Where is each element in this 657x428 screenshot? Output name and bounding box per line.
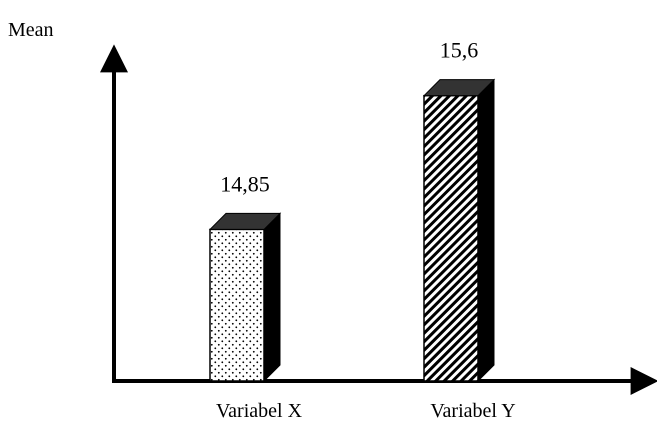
category-labels: Variabel X Variabel Y (216, 400, 516, 422)
value-label: 15,6 (440, 38, 479, 63)
bar-side (477, 78, 495, 383)
bar-top (208, 212, 282, 230)
bar-top (422, 79, 496, 97)
value-label: 14,85 (220, 171, 270, 196)
bar-front (423, 94, 479, 382)
bar-1 (208, 212, 282, 383)
bar-side (263, 212, 281, 383)
y-axis-label: Mean (8, 19, 54, 41)
bars (208, 78, 496, 383)
category-label: Variabel X (216, 400, 303, 422)
bar-2 (422, 78, 496, 383)
category-label: Variabel Y (430, 400, 515, 422)
bar-front (209, 228, 265, 382)
value-labels: 14,85 15,6 (220, 38, 478, 197)
